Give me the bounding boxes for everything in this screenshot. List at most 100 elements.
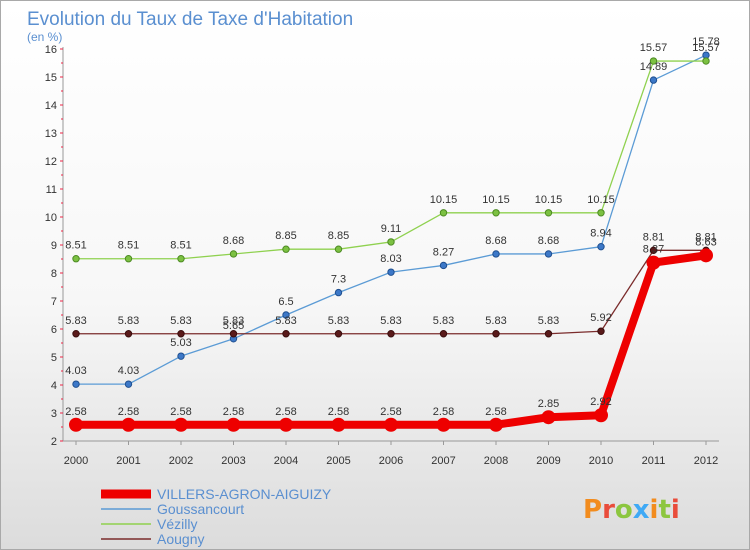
data-label: 8.94 [590, 228, 611, 240]
data-point [492, 330, 500, 338]
data-point [282, 311, 290, 319]
data-label: 15.57 [692, 42, 720, 54]
y-tick-label: 8 [51, 268, 57, 280]
data-point [646, 255, 661, 270]
data-label: 10.15 [482, 194, 510, 206]
data-label: 2.85 [538, 398, 559, 410]
data-point [597, 327, 605, 335]
data-point [282, 330, 290, 338]
logo-letter: r [602, 495, 615, 525]
chart-subtitle: (en %) [27, 30, 62, 44]
legend-label-1: Goussancourt [157, 501, 244, 517]
y-tick-label: 7 [51, 296, 57, 308]
data-label: 5.65 [223, 320, 244, 332]
data-point [544, 250, 553, 258]
data-point [649, 76, 658, 84]
data-point [384, 417, 398, 432]
data-label: 8.68 [223, 235, 244, 247]
y-tick-label: 11 [46, 184, 57, 196]
proxiti-logo: Proxiti [583, 495, 680, 525]
data-label: 8.51 [170, 240, 191, 252]
data-label: 10.15 [535, 194, 563, 206]
data-label: 8.37 [643, 244, 664, 256]
x-tick-label: 2003 [221, 455, 245, 467]
data-label: 15.78 [692, 36, 720, 48]
data-point [124, 330, 133, 338]
x-tick-label: 2011 [642, 455, 666, 467]
data-label: 8.03 [380, 253, 401, 265]
data-point [69, 417, 83, 432]
data-point [541, 410, 556, 425]
data-point [334, 245, 343, 253]
data-point [124, 380, 133, 388]
legend: VILLERS-AGRON-AIGUIZYGoussancourtVézilly… [101, 486, 332, 547]
data-point [439, 330, 448, 338]
data-label: 2.58 [170, 406, 191, 418]
data-point [387, 268, 395, 276]
data-label: 2.58 [223, 406, 244, 418]
data-label: 5.83 [538, 315, 559, 327]
data-label: 5.03 [170, 337, 191, 349]
data-point [492, 250, 500, 258]
x-tick-label: 2009 [536, 455, 560, 467]
logo-letter: i [650, 495, 659, 525]
data-label: 2.92 [590, 396, 611, 408]
data-label: 8.51 [65, 240, 86, 252]
y-tick-label: 3 [51, 408, 57, 420]
data-point [121, 417, 136, 432]
data-label: 5.83 [485, 315, 506, 327]
data-point [649, 57, 658, 65]
x-tick-label: 2002 [169, 455, 193, 467]
legend-label-0: VILLERS-AGRON-AIGUIZY [157, 486, 332, 502]
x-tick-label: 2007 [431, 455, 455, 467]
y-tick-label: 6 [51, 324, 57, 336]
data-point [229, 330, 238, 338]
data-label: 9.11 [381, 223, 402, 235]
data-point [124, 255, 133, 263]
data-label: 5.92 [590, 312, 611, 324]
x-tick-label: 2001 [116, 455, 140, 467]
x-tick-label: 2005 [326, 455, 350, 467]
data-label: 2.58 [65, 406, 86, 418]
data-point [649, 246, 658, 255]
data-point [226, 417, 241, 432]
logo-letter: t [658, 495, 670, 525]
data-point [282, 245, 290, 253]
y-tick-label: 16 [45, 44, 57, 56]
data-label: 14.89 [640, 61, 668, 73]
data-point [331, 417, 346, 432]
logo-letter: o [615, 495, 633, 525]
data-point [177, 330, 185, 338]
data-label: 5.83 [380, 315, 401, 327]
data-point [436, 417, 451, 432]
x-tick-label: 2006 [379, 455, 403, 467]
legend-label-2: Vézilly [157, 516, 197, 532]
data-label: 5.83 [223, 315, 244, 327]
data-point [439, 261, 448, 270]
logo-letter: i [671, 495, 680, 525]
data-point [594, 408, 608, 423]
data-label: 5.83 [328, 315, 349, 327]
data-point [544, 209, 553, 217]
data-label: 15.57 [640, 42, 668, 54]
data-label: 2.58 [485, 406, 506, 418]
data-label: 5.83 [65, 315, 86, 327]
data-label: 2.58 [275, 406, 296, 418]
y-tick-label: 14 [45, 100, 57, 112]
logo-letter: x [633, 495, 650, 525]
data-point [492, 209, 500, 217]
data-label: 7.3 [331, 274, 346, 286]
y-tick-label: 15 [45, 72, 57, 84]
x-tick-label: 2004 [274, 455, 298, 467]
data-label: 2.58 [433, 406, 454, 418]
y-tick-label: 2 [51, 436, 57, 448]
data-point [597, 242, 605, 251]
data-point [177, 352, 185, 360]
axes: 2 3 4 5 6 7 8 9 10 11 12 13 14 15 16 2000 2001 2002 2003 20… [45, 44, 719, 467]
data-label: 5.83 [170, 315, 191, 327]
data-label: 5.83 [433, 315, 454, 327]
data-label: 2.58 [118, 406, 139, 418]
data-label: 2.58 [380, 406, 401, 418]
